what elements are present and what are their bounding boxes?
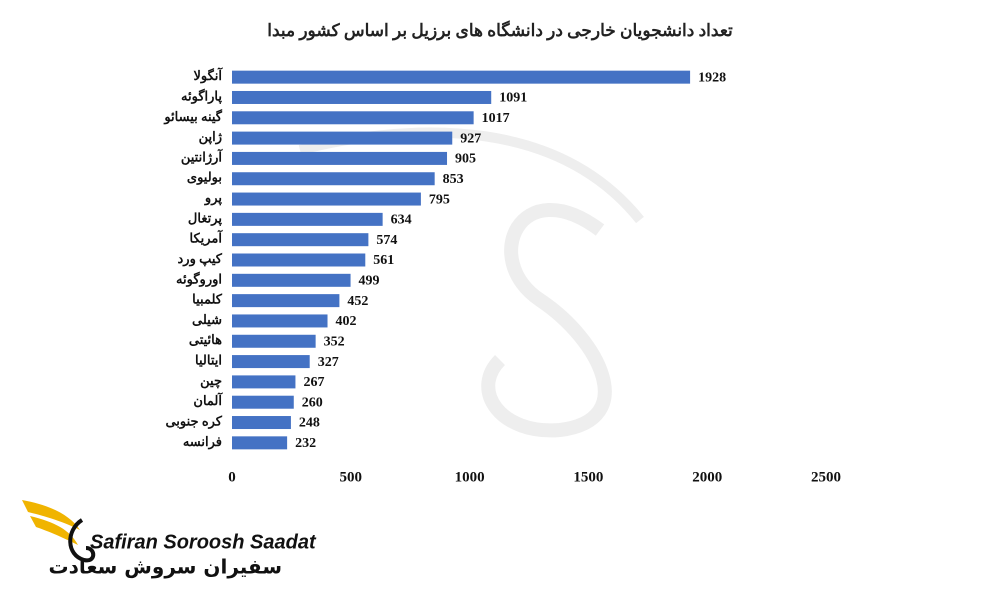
value-label: 1091 — [499, 91, 527, 106]
logo-wing — [22, 500, 80, 530]
bar — [232, 436, 288, 450]
value-label: 795 — [429, 192, 450, 207]
y-tick-label: گینه بیسائو — [163, 108, 222, 125]
bar — [232, 416, 291, 430]
value-label: 232 — [295, 436, 316, 451]
y-tick-label: آلمان — [193, 392, 223, 408]
x-tick-label: 2000 — [692, 469, 722, 485]
y-tick-label: پرتغال — [188, 210, 222, 226]
bar — [232, 273, 351, 287]
bar — [232, 294, 340, 308]
bar — [232, 253, 366, 267]
value-label: 574 — [376, 233, 397, 248]
logo-s — [68, 518, 96, 563]
y-tick-label: اوروگوئه — [176, 270, 222, 287]
bar — [232, 355, 310, 369]
value-label: 853 — [443, 172, 464, 187]
value-label: 352 — [324, 334, 345, 349]
bar — [232, 375, 296, 389]
y-tick-label: هائیتی — [189, 332, 222, 347]
bar — [232, 395, 294, 409]
x-tick-label: 0 — [228, 469, 236, 485]
value-label: 1017 — [482, 111, 510, 126]
y-tick-label: پرو — [204, 190, 222, 206]
bar — [232, 172, 435, 186]
value-label: 267 — [303, 375, 324, 390]
bar — [232, 131, 453, 145]
value-label: 327 — [318, 355, 339, 370]
logo-name: Safiran Soroosh Saadat — [90, 531, 317, 553]
y-tick-label: آرژانتین — [181, 148, 224, 165]
bar — [232, 212, 383, 226]
y-tick-label: شیلی — [192, 312, 222, 327]
y-tick-label: کره جنوبی — [165, 414, 222, 430]
value-label: 905 — [455, 152, 476, 167]
y-tick-label: بولیوی — [187, 170, 222, 186]
value-label: 402 — [336, 314, 357, 329]
y-tick-label: فرانسه — [183, 434, 222, 450]
value-label: 1928 — [698, 70, 726, 85]
bar — [232, 70, 691, 84]
value-label: 248 — [299, 416, 320, 431]
bar — [232, 192, 421, 206]
bar — [232, 233, 369, 247]
value-label: 260 — [302, 395, 323, 410]
value-label: 452 — [347, 294, 368, 309]
x-tick-label: 500 — [340, 469, 363, 485]
y-tick-label: پاراگوئه — [181, 87, 222, 104]
x-tick-label: 2500 — [811, 469, 841, 485]
logo-name-fa: سفیران سروش سعادت — [49, 555, 283, 579]
chart-title: تعداد دانشجویان خارجی در دانشگاه های برز… — [267, 20, 733, 41]
y-tick-label: آمریکا — [189, 230, 223, 247]
y-tick-label: ژاپن — [199, 129, 222, 145]
y-tick-label: کلمبیا — [192, 292, 223, 307]
value-label: 927 — [460, 131, 481, 146]
y-tick-label: ایتالیا — [195, 353, 222, 368]
bar — [232, 151, 448, 165]
bar — [232, 314, 328, 328]
value-label: 499 — [359, 274, 380, 289]
y-tick-label: چین — [200, 373, 222, 389]
logo: Safiran Soroosh Saadat سفیران سروش سعادت — [22, 500, 317, 579]
bar — [232, 334, 316, 348]
x-tick-label: 1000 — [455, 469, 485, 485]
x-tick-label: 1500 — [573, 469, 603, 485]
bar — [232, 90, 492, 104]
value-label: 561 — [373, 253, 394, 268]
logo-wing — [30, 516, 78, 545]
y-tick-label: آنگولا — [193, 67, 223, 84]
y-tick-label: کیپ ورد — [178, 251, 223, 267]
value-label: 634 — [391, 213, 412, 228]
bar — [232, 111, 474, 125]
